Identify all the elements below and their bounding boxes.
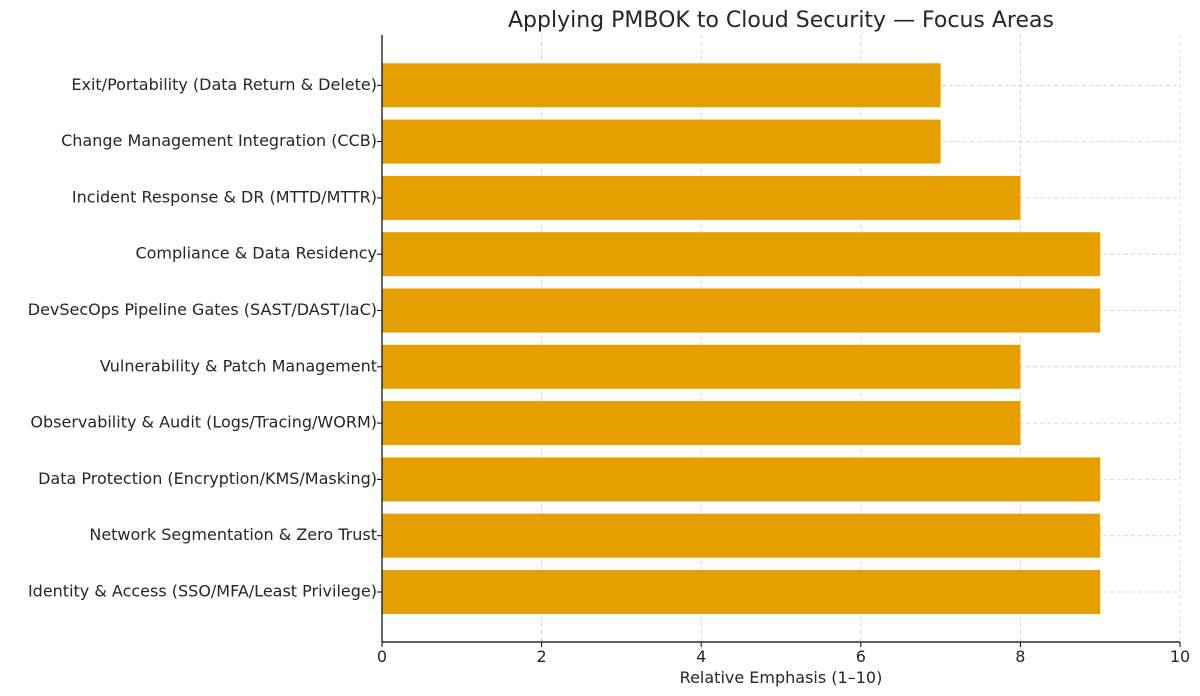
bar	[382, 232, 1101, 277]
bar	[382, 63, 941, 108]
x-tick-label: 10	[1170, 647, 1190, 666]
x-axis-label: Relative Emphasis (1–10)	[680, 668, 883, 687]
chart-title: Applying PMBOK to Cloud Security — Focus…	[508, 8, 1054, 33]
bar	[382, 288, 1101, 333]
category-label: Network Segmentation & Zero Trust	[89, 525, 377, 544]
bar	[382, 457, 1101, 502]
axes	[377, 35, 1181, 647]
x-tick-label: 6	[856, 647, 866, 666]
x-tick-label: 2	[537, 647, 547, 666]
bars	[382, 63, 1101, 614]
category-label: DevSecOps Pipeline Gates (SAST/DAST/IaC)	[28, 300, 377, 319]
x-tick-label: 8	[1015, 647, 1025, 666]
category-label: Identity & Access (SSO/MFA/Least Privile…	[28, 582, 377, 601]
x-tick-label: 0	[377, 647, 387, 666]
category-label: Incident Response & DR (MTTD/MTTR)	[72, 187, 377, 206]
labels: Identity & Access (SSO/MFA/Least Privile…	[28, 75, 1190, 666]
bar	[382, 175, 1021, 220]
bar	[382, 513, 1101, 558]
category-label: Compliance & Data Residency	[135, 244, 377, 263]
category-label: Data Protection (Encryption/KMS/Masking)	[38, 469, 377, 488]
bar	[382, 119, 941, 164]
category-label: Exit/Portability (Data Return & Delete)	[71, 75, 377, 94]
category-label: Observability & Audit (Logs/Tracing/WORM…	[30, 413, 377, 432]
category-label: Change Management Integration (CCB)	[61, 131, 377, 150]
category-label: Vulnerability & Patch Management	[100, 356, 377, 375]
bar	[382, 344, 1021, 389]
bar	[382, 401, 1021, 446]
x-tick-label: 4	[696, 647, 706, 666]
bar	[382, 570, 1101, 614]
